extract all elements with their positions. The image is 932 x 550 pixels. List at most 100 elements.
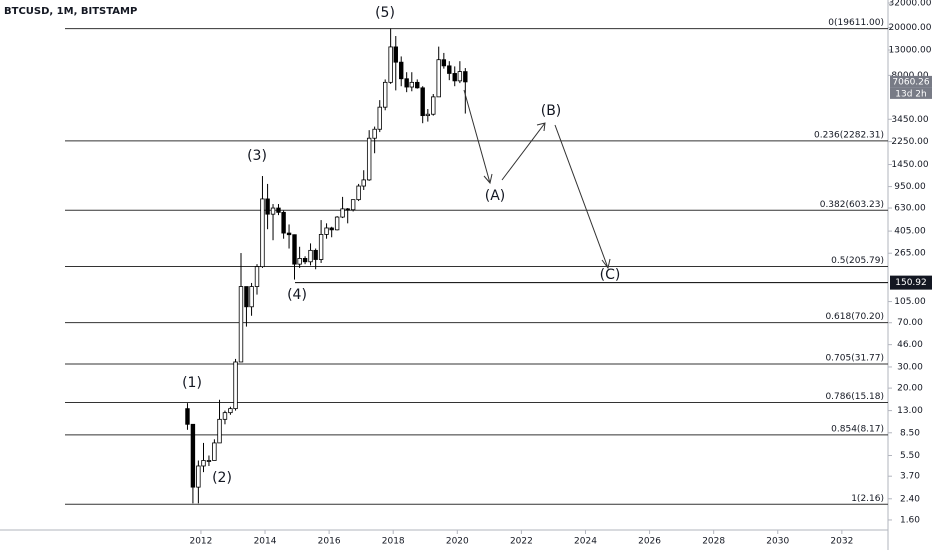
wave-label: (C) xyxy=(600,267,621,283)
candle-body xyxy=(436,59,441,98)
candle-body xyxy=(420,87,425,117)
candle-body xyxy=(281,211,286,234)
candle-body xyxy=(270,207,276,215)
countdown-label: 13d 2h xyxy=(895,89,926,99)
candle-body xyxy=(457,71,463,82)
y-tick-label: 46.00 xyxy=(897,340,923,350)
y-tick-label: 265.00 xyxy=(894,249,926,259)
x-tick-label: 2024 xyxy=(574,537,597,547)
candle-body xyxy=(233,361,238,410)
y-tick-label: 30.00 xyxy=(897,362,923,372)
candle-body xyxy=(238,286,244,363)
wave-label: (3) xyxy=(247,148,267,164)
candle-body xyxy=(265,198,270,215)
candle-body xyxy=(431,96,436,115)
wave-label: (5) xyxy=(375,5,395,21)
candle-body xyxy=(361,179,366,187)
wave-label: (2) xyxy=(212,470,232,486)
y-tick-label: 13000.00 xyxy=(889,46,932,56)
candle-body xyxy=(318,234,324,260)
last-price-box xyxy=(890,75,932,88)
candle-body xyxy=(399,61,404,80)
y-tick-label: 950.00 xyxy=(894,182,926,192)
x-tick-label: 2026 xyxy=(638,537,661,547)
x-tick-label: 2018 xyxy=(382,537,405,547)
candle-body xyxy=(302,258,308,263)
candle-body xyxy=(260,198,265,268)
y-tick-label: 105.00 xyxy=(894,297,926,307)
candle-body xyxy=(356,185,361,201)
x-tick-label: 2028 xyxy=(702,537,725,547)
y-tick-label: 8.50 xyxy=(900,428,920,438)
candle-body xyxy=(196,465,201,488)
chart-title: BTCUSD, 1M, BITSTAMP xyxy=(4,6,137,17)
countdown-box xyxy=(890,87,932,99)
y-tick-label: 1450.00 xyxy=(891,160,928,170)
y-tick-label: 630.00 xyxy=(894,204,926,214)
y-tick-label: 405.00 xyxy=(894,227,926,237)
arrow xyxy=(554,124,611,270)
y-tick-label: 5.50 xyxy=(900,451,920,461)
candle-body xyxy=(377,106,382,130)
candle-body xyxy=(324,227,329,235)
y-tick-label: 8000.00 xyxy=(891,71,928,81)
x-tick-label: 2022 xyxy=(510,537,533,547)
candle-body xyxy=(452,73,457,82)
y-tick-label: 13.00 xyxy=(897,406,923,416)
candle-body xyxy=(212,442,217,461)
x-tick-label: 2030 xyxy=(766,537,789,547)
y-tick-label: 2.40 xyxy=(900,494,920,504)
candle-body xyxy=(222,412,228,420)
x-tick-label: 2032 xyxy=(830,537,853,547)
candle-body xyxy=(404,78,409,88)
candle-body xyxy=(350,199,356,211)
candle-body xyxy=(441,59,447,67)
fib-label: 0.382(603.23) xyxy=(820,200,884,210)
candle-body xyxy=(425,113,431,117)
support-price-label: 150.92 xyxy=(895,278,927,288)
candle-body xyxy=(244,286,249,308)
candle-body xyxy=(292,234,297,265)
candle-body xyxy=(190,423,196,488)
candle-body xyxy=(297,258,302,265)
fib-label: 0.618(70.20) xyxy=(825,312,884,322)
candle-body xyxy=(228,408,233,414)
y-tick-label: 32000.00 xyxy=(889,0,932,9)
wave-label: (B) xyxy=(541,103,562,119)
wave-label: (A) xyxy=(485,188,506,204)
arrows xyxy=(463,89,611,270)
fib-label: 0.5(205.79) xyxy=(831,256,884,266)
y-tick-label: 1.60 xyxy=(900,515,920,525)
candle-body xyxy=(217,418,222,444)
arrow xyxy=(501,122,546,181)
y-tick-label: 2250.00 xyxy=(891,137,928,147)
candle-body xyxy=(206,460,212,462)
fib-label: 0.786(15.18) xyxy=(825,392,884,402)
candle-body xyxy=(334,216,340,231)
candle-body xyxy=(201,460,206,467)
plot: 0(19611.00) 0.236(2282.31) 0.382(603.23) 0.… xyxy=(65,18,888,505)
candle-body xyxy=(463,71,468,83)
fib-label: 0.705(31.77) xyxy=(825,353,884,363)
y-tick-label: 20.00 xyxy=(897,384,923,394)
candle-body xyxy=(447,65,452,74)
candle-body xyxy=(276,207,281,213)
candle-body xyxy=(313,249,318,260)
wave-label: (1) xyxy=(182,375,202,391)
arrow xyxy=(463,89,493,185)
y-tick-label: 3.70 xyxy=(900,472,920,482)
fib-label: 0(19611.00) xyxy=(828,18,884,28)
x-tick-label: 2016 xyxy=(318,537,341,547)
fib-label: 0.236(2282.31) xyxy=(814,130,884,140)
candle-body xyxy=(372,128,377,139)
candle-body xyxy=(286,232,292,236)
candle-body xyxy=(329,227,334,231)
last-price-label: 7060.26 xyxy=(892,77,929,87)
candle-body xyxy=(340,208,345,218)
candle-body xyxy=(308,249,313,263)
y-tick-label: 70.00 xyxy=(897,318,923,328)
candle-body xyxy=(366,137,372,181)
x-tick-label: 2014 xyxy=(254,537,277,547)
